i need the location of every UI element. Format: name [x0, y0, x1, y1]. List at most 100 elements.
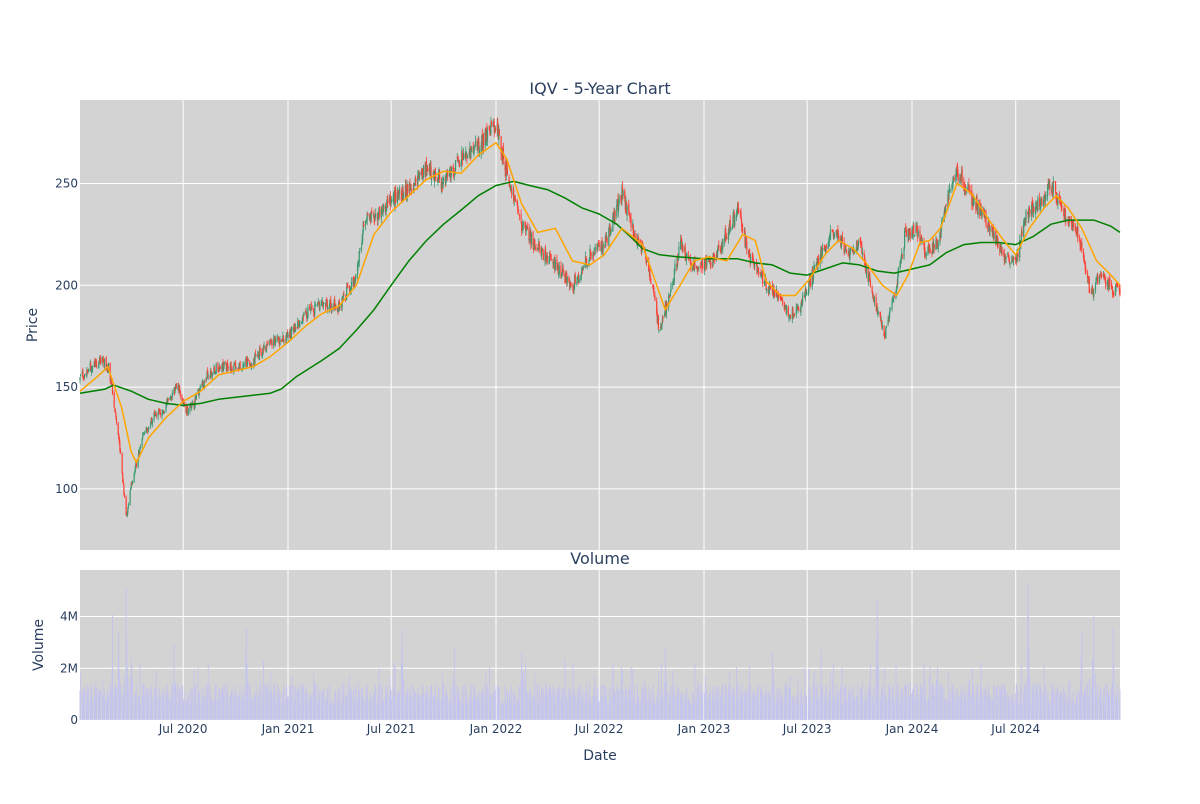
volume-bar	[856, 685, 858, 720]
volume-bar	[887, 701, 889, 720]
candle-body	[849, 247, 852, 252]
volume-bar	[590, 696, 592, 720]
candle-body	[885, 328, 887, 339]
candle-body	[972, 193, 974, 207]
volume-bar	[830, 672, 831, 720]
volume-bar	[836, 692, 838, 720]
volume-bar	[534, 673, 536, 720]
volume-bar	[123, 675, 125, 720]
volume-bar	[422, 686, 423, 720]
volume-bar	[553, 689, 555, 720]
candle-body	[617, 205, 620, 212]
volume-bar	[333, 704, 335, 720]
candle-body	[969, 191, 971, 193]
volume-bar	[107, 689, 109, 720]
volume-bar	[98, 691, 100, 720]
candle-body	[560, 275, 563, 277]
volume-bar	[593, 688, 595, 720]
volume-bar	[847, 699, 849, 720]
candle-body	[139, 446, 142, 449]
candle-body	[472, 145, 474, 153]
volume-bar	[656, 701, 658, 720]
volume-bar	[474, 697, 476, 720]
volume-bar	[825, 686, 827, 720]
candle-body	[465, 152, 467, 155]
volume-bar	[573, 689, 575, 720]
volume-bar	[1099, 689, 1101, 720]
volume-bar	[253, 691, 255, 720]
candle-body	[458, 163, 461, 167]
volume-bar	[391, 690, 393, 720]
volume-bar	[95, 695, 97, 720]
moving-average-short-line	[79, 142, 1121, 464]
candle-body	[1072, 222, 1074, 227]
volume-bar	[1083, 695, 1084, 720]
volume-bar	[936, 675, 938, 720]
volume-bar	[430, 685, 432, 720]
candle-body	[1008, 255, 1010, 258]
volume-bar	[126, 639, 128, 720]
volume-bar	[211, 701, 213, 720]
volume-bar	[86, 699, 88, 720]
volume-bar	[820, 649, 822, 720]
candle-body	[303, 312, 305, 316]
candle-body	[458, 161, 460, 163]
volume-bar	[618, 689, 620, 720]
candle-body	[259, 347, 261, 352]
volume-bar	[596, 696, 598, 720]
volume-bar	[574, 695, 576, 720]
volume-bar	[223, 683, 225, 720]
volume-bar	[229, 696, 231, 720]
candle-body	[1115, 284, 1117, 289]
volume-bar	[929, 666, 931, 720]
candle-body	[650, 282, 652, 285]
volume-bar	[717, 699, 719, 720]
volume-bar	[227, 704, 229, 720]
volume-bar	[1096, 693, 1098, 720]
x-tick-label: Jul 2023	[782, 722, 832, 736]
candle-body	[1039, 207, 1041, 209]
volume-bar	[311, 693, 313, 720]
volume-bar	[716, 690, 717, 720]
candle-body	[648, 260, 650, 272]
candle-body	[1104, 274, 1106, 278]
candle-body	[381, 207, 384, 211]
candle-body	[1086, 272, 1089, 279]
candle-body	[129, 490, 131, 506]
volume-bar	[872, 696, 874, 720]
volume-bar	[321, 701, 323, 720]
candle-body	[1118, 285, 1121, 291]
candle-body	[205, 379, 207, 381]
candle-body	[122, 473, 124, 482]
volume-bar	[908, 695, 910, 720]
volume-bar	[501, 701, 503, 720]
volume-bar	[430, 686, 431, 720]
candle-body	[959, 177, 962, 180]
candle-body	[913, 234, 915, 236]
volume-bar	[162, 693, 164, 720]
volume-bar	[648, 697, 650, 720]
volume-bar	[179, 688, 181, 720]
volume-bar	[485, 698, 487, 720]
candle-body	[825, 247, 828, 249]
volume-bar	[479, 701, 480, 720]
volume-bar	[419, 693, 421, 720]
volume-bar	[293, 685, 295, 720]
candle-body	[608, 228, 610, 246]
volume-bar	[306, 693, 308, 720]
candle-body	[261, 355, 263, 358]
volume-bar	[342, 700, 344, 720]
candle-body	[696, 267, 698, 269]
volume-bar	[848, 692, 850, 720]
candle-body	[1058, 194, 1061, 199]
volume-bar	[636, 700, 638, 720]
volume-bar	[791, 695, 793, 720]
volume-bar	[365, 687, 367, 720]
candle-body	[955, 173, 957, 181]
volume-bar	[720, 698, 722, 720]
volume-bar	[222, 691, 224, 720]
volume-bar	[154, 688, 156, 720]
volume-bar	[279, 698, 280, 720]
volume-bar	[933, 686, 935, 720]
volume-bar	[409, 692, 411, 720]
